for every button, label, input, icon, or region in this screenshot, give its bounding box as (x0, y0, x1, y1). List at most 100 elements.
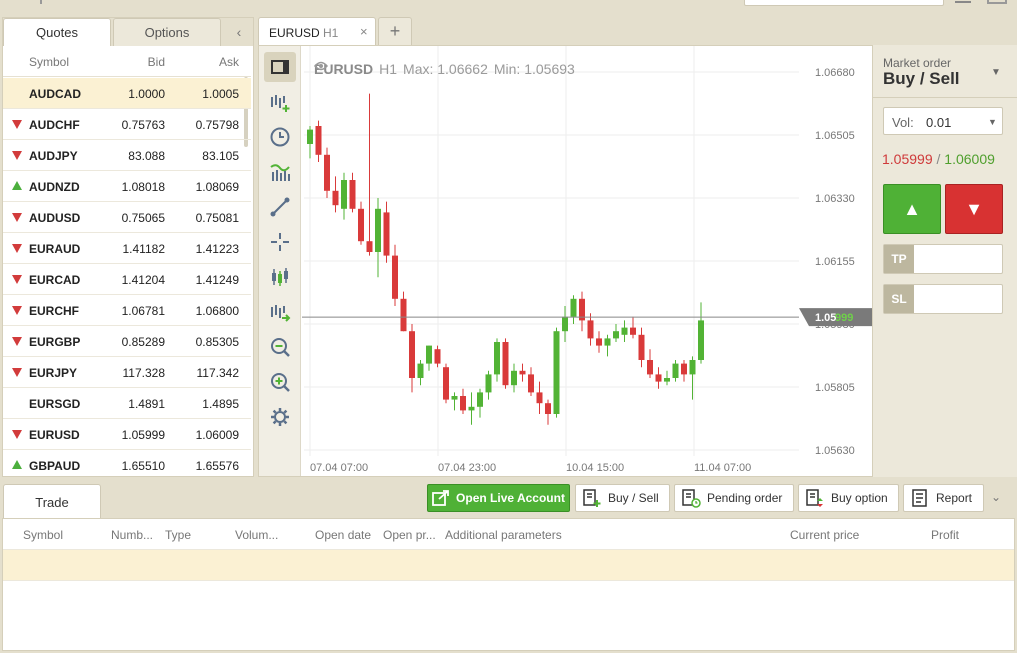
quote-row-audnzd[interactable]: AUDNZD 1.08018 1.08069 (3, 171, 251, 202)
current-price-label: 1.05 (815, 312, 836, 324)
order-type-title[interactable]: Buy / Sell (883, 69, 960, 88)
add-indicator-icon[interactable] (264, 87, 296, 117)
chart-header: EURUSD H1 Max: 1.06662 Min: 1.05693 (314, 61, 575, 77)
quote-row-audusd[interactable]: AUDUSD 0.75065 0.75081 (3, 202, 251, 233)
add-chart-button[interactable]: + (378, 17, 412, 45)
quote-bid: 0.75763 (121, 118, 165, 132)
tp-label: TP (884, 245, 914, 273)
quote-ask: 1.08069 (195, 180, 239, 194)
trend-line-icon[interactable] (264, 192, 296, 222)
trade-table-header: Symbol Numb... Type Volum... Open date O… (3, 519, 1014, 550)
quote-bid: 0.75065 (121, 211, 165, 225)
pending-order-button[interactable]: Pending order (674, 484, 794, 512)
candle-body (383, 212, 390, 256)
chart-toolbar (259, 46, 301, 476)
price-separator: / (932, 151, 945, 167)
report-button[interactable]: Report (903, 484, 984, 512)
candle-body (434, 349, 441, 364)
crosshair-icon[interactable] (264, 227, 296, 257)
x-tick-label: 10.04 15:00 (566, 462, 624, 474)
column-bid[interactable]: Bid (147, 55, 165, 69)
quote-row-eurgbp[interactable]: EURGBP 0.85289 0.85305 (3, 326, 251, 357)
quote-row-eurusd[interactable]: EURUSD 1.05999 1.06009 (3, 419, 251, 450)
volume-select[interactable]: Vol: 0.01 ▼ (883, 107, 1003, 135)
x-tick-label: 07.04 23:00 (438, 462, 496, 474)
column-open-price[interactable]: Open pr... (383, 528, 436, 542)
report-label: Report (936, 491, 973, 505)
timeframe-clock-icon[interactable] (264, 122, 296, 152)
tab-options[interactable]: Options (113, 18, 221, 46)
buy-button[interactable]: ▲ (883, 184, 941, 234)
tab-trade[interactable]: Trade (3, 484, 101, 520)
quote-row-audchf[interactable]: AUDCHF 0.75763 0.75798 (3, 109, 251, 140)
quote-row-audjpy[interactable]: AUDJPY 83.088 83.105 (3, 140, 251, 171)
column-ask[interactable]: Ask (218, 55, 239, 69)
y-tick-label: 1.05805 (815, 382, 855, 394)
quote-ask: 1.06800 (195, 304, 239, 318)
eye-icon[interactable] (314, 61, 328, 71)
column-open-date[interactable]: Open date (315, 528, 372, 542)
candlestick-icon[interactable] (264, 262, 296, 292)
settings-gear-icon[interactable] (264, 402, 296, 432)
quote-row-gbpaud[interactable]: GBPAUD 1.65510 1.65576 (3, 450, 251, 481)
buy-sell-button[interactable]: Buy / Sell (575, 484, 670, 512)
quote-symbol: AUDCHF (29, 118, 80, 132)
column-number[interactable]: Numb... (111, 528, 154, 542)
indicator-arrow-icon[interactable] (264, 297, 296, 327)
sell-button[interactable]: ▼ (945, 184, 1003, 234)
quote-row-eursgd[interactable]: EURSGD 1.4891 1.4895 (3, 388, 251, 419)
stop-loss-field[interactable]: SL (883, 284, 1003, 314)
candle-body (613, 331, 619, 339)
table-row[interactable] (3, 550, 1014, 581)
column-profit[interactable]: Profit (931, 528, 960, 542)
zoom-out-icon[interactable] (264, 332, 296, 362)
candle-body (545, 403, 551, 414)
candle-body (443, 367, 449, 400)
close-icon[interactable]: × (360, 24, 368, 39)
minimize-icon[interactable] (955, 0, 971, 3)
quote-row-eurchf[interactable]: EURCHF 1.06781 1.06800 (3, 295, 251, 326)
chart-type-icon[interactable] (264, 52, 296, 82)
candle-body (638, 334, 645, 360)
chevron-down-icon[interactable]: ▼ (991, 67, 1001, 78)
y-tick-label: 1.06155 (815, 256, 855, 268)
pending-order-icon (682, 489, 701, 508)
column-current-price[interactable]: Current price (790, 528, 860, 542)
zoom-in-icon[interactable] (264, 367, 296, 397)
chart-plot[interactable]: 1.066801.065051.063301.061551.059801.058… (302, 46, 873, 476)
top-search-input[interactable] (744, 0, 944, 6)
candle-body (604, 338, 611, 346)
candle-body (528, 374, 534, 393)
divider (873, 97, 1017, 98)
trend-down-icon (12, 213, 22, 222)
column-type[interactable]: Type (165, 528, 192, 542)
column-symbol[interactable]: Symbol (29, 55, 70, 69)
quote-row-eurjpy[interactable]: EURJPY 117.328 117.342 (3, 357, 251, 388)
take-profit-field[interactable]: TP (883, 244, 1003, 274)
quote-bid: 1.05999 (121, 428, 165, 442)
chevron-down-icon: ▼ (988, 117, 997, 127)
window-handle-icon (40, 0, 42, 4)
tab-quotes[interactable]: Quotes (3, 18, 111, 46)
quotes-scrollbar[interactable] (244, 77, 248, 147)
buy-option-button[interactable]: Buy option (798, 484, 899, 512)
candlestick-chart[interactable]: 1.066801.065051.063301.061551.059801.058… (302, 46, 873, 476)
candle-body (375, 208, 381, 252)
chevron-left-icon[interactable]: ‹ (236, 24, 242, 40)
quote-row-audcad[interactable]: AUDCAD 1.0000 1.0005 (3, 78, 251, 109)
candle-body (519, 370, 526, 375)
column-additional-params[interactable]: Additional parameters (445, 528, 562, 542)
chart-tab-eurusd[interactable]: EURUSD H1 × (258, 17, 376, 45)
column-volume[interactable]: Volum... (235, 528, 279, 542)
chevron-down-icon[interactable]: ⌄ (991, 490, 1002, 504)
candle-body (672, 363, 679, 378)
open-live-account-button[interactable]: Open Live Account (427, 484, 570, 512)
indicator-area-icon[interactable] (264, 157, 296, 187)
candle-body (664, 378, 670, 382)
quote-bid: 1.08018 (121, 180, 165, 194)
quote-row-eurcad[interactable]: EURCAD 1.41204 1.41249 (3, 264, 251, 295)
column-symbol[interactable]: Symbol (23, 528, 64, 542)
quote-row-euraud[interactable]: EURAUD 1.41182 1.41223 (3, 233, 251, 264)
maximize-icon[interactable] (987, 0, 1007, 4)
order-type-label[interactable]: Market order (883, 56, 952, 70)
